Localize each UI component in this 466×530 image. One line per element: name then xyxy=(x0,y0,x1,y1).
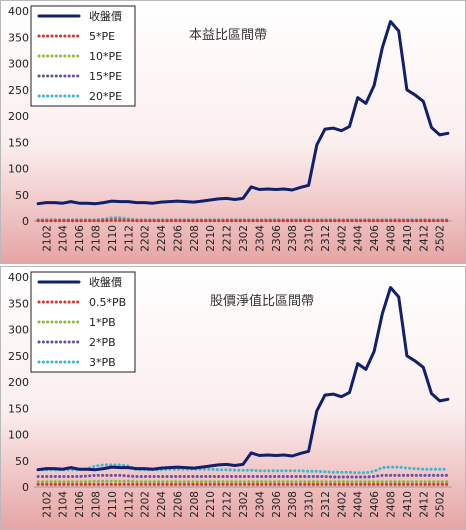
x-tick-label: 2102 xyxy=(41,225,53,252)
x-tick-label: 2308 xyxy=(287,225,299,252)
x-tick-label: 2210 xyxy=(205,491,217,518)
legend-label: 1*PB xyxy=(89,316,116,329)
y-tick-label: 150 xyxy=(8,402,29,415)
x-axis: 2102 2104 2106 2108 2110 2112 2202 2204 2206 2208… xyxy=(41,225,446,252)
x-tick-label: 2104 xyxy=(58,225,70,252)
x-tick-label: 2204 xyxy=(156,491,168,518)
series-line-1*PB xyxy=(36,479,450,484)
x-axis: 2102 2104 2106 2108 2110 2112 2202 2204 2206 2208… xyxy=(41,491,446,518)
series-line-收盤價 xyxy=(36,20,450,206)
y-tick-label: 400 xyxy=(8,5,29,18)
x-tick-label: 2210 xyxy=(205,225,217,252)
x-tick-label: 2110 xyxy=(107,225,119,252)
x-tick-label: 2204 xyxy=(156,225,168,252)
series-line-收盤價 xyxy=(36,286,450,472)
y-tick-label: 50 xyxy=(15,189,29,202)
x-tick-label: 2106 xyxy=(74,491,86,518)
x-tick-label: 2312 xyxy=(320,491,332,518)
x-tick-label: 2106 xyxy=(74,225,86,252)
x-tick-label: 2406 xyxy=(369,225,381,252)
x-tick-label: 2312 xyxy=(320,225,332,252)
y-tick-label: 300 xyxy=(8,58,29,71)
legend-label: 收盤價 xyxy=(89,9,122,23)
x-tick-label: 2402 xyxy=(336,491,348,518)
x-tick-label: 2310 xyxy=(304,491,316,518)
chart-title: 股價淨值比區間帶 xyxy=(210,293,314,309)
x-tick-label: 2104 xyxy=(58,491,70,518)
x-tick-label: 2408 xyxy=(386,225,398,252)
y-tick-label: 100 xyxy=(8,163,29,176)
y-tick-label: 0 xyxy=(22,481,29,494)
pb-band-chart: 0 50 100 150 200 250 300 350 400 2102 2104 2106 2108… xyxy=(0,266,466,530)
y-axis: 0 50 100 150 200 250 300 350 400 xyxy=(8,5,29,228)
x-tick-label: 2208 xyxy=(189,225,201,252)
legend-label: 收盤價 xyxy=(89,275,122,289)
x-tick-label: 2410 xyxy=(402,491,414,518)
x-tick-label: 2304 xyxy=(254,491,266,518)
x-tick-label: 2108 xyxy=(90,225,102,252)
pb-band-chart-svg: 0 50 100 150 200 250 300 350 400 2102 2104 2106 2108… xyxy=(0,266,466,530)
x-tick-label: 2306 xyxy=(271,225,283,252)
pe-band-chart: 0 50 100 150 200 250 300 350 400 2102 2104 2106 2108… xyxy=(0,0,466,264)
x-tick-label: 2406 xyxy=(369,491,381,518)
x-tick-label: 2202 xyxy=(140,225,152,252)
x-tick-label: 2502 xyxy=(435,225,447,252)
x-tick-label: 2410 xyxy=(402,225,414,252)
x-tick-label: 2202 xyxy=(140,491,152,518)
y-tick-label: 100 xyxy=(8,429,29,442)
chart-title: 本益比區間帶 xyxy=(189,28,267,43)
x-tick-label: 2404 xyxy=(353,491,365,518)
x-tick-label: 2308 xyxy=(287,491,299,518)
x-tick-label: 2306 xyxy=(271,491,283,518)
x-tick-label: 2112 xyxy=(123,225,135,252)
x-tick-label: 2502 xyxy=(435,491,447,518)
x-tick-label: 2404 xyxy=(353,225,365,252)
pe-band-chart-svg: 0 50 100 150 200 250 300 350 400 2102 2104 2106 2108… xyxy=(0,0,466,264)
y-tick-label: 250 xyxy=(8,84,29,97)
y-tick-label: 300 xyxy=(8,324,29,337)
legend-label: 3*PB xyxy=(89,356,116,369)
x-tick-label: 2212 xyxy=(222,225,234,252)
x-tick-label: 2412 xyxy=(418,225,430,252)
legend-label: 5*PE xyxy=(89,30,115,43)
legend-label: 0.5*PB xyxy=(89,296,126,309)
legend: 收盤價 5*PE 10*PE 15*PE 20*PE xyxy=(30,5,136,107)
legend-label: 15*PE xyxy=(89,70,122,83)
legend: 收盤價 0.5*PB 1*PB 2*PB 3*PB xyxy=(30,271,136,373)
series-line-2*PB xyxy=(36,473,450,479)
series-line-3*PB xyxy=(36,463,450,475)
x-tick-label: 2402 xyxy=(336,225,348,252)
x-tick-label: 2310 xyxy=(304,225,316,252)
y-tick-label: 0 xyxy=(22,215,29,228)
x-tick-label: 2102 xyxy=(41,491,53,518)
x-tick-label: 2108 xyxy=(90,491,102,518)
x-tick-label: 2112 xyxy=(123,491,135,518)
x-tick-label: 2304 xyxy=(254,225,266,252)
y-tick-label: 50 xyxy=(15,455,29,468)
y-axis: 0 50 100 150 200 250 300 350 400 xyxy=(8,271,29,494)
y-tick-label: 150 xyxy=(8,136,29,149)
y-tick-label: 200 xyxy=(8,376,29,389)
x-tick-label: 2212 xyxy=(222,491,234,518)
y-tick-label: 250 xyxy=(8,350,29,363)
x-tick-label: 2206 xyxy=(172,225,184,252)
legend-label: 10*PE xyxy=(89,50,122,63)
y-tick-label: 350 xyxy=(8,297,29,310)
x-tick-label: 2408 xyxy=(386,491,398,518)
x-tick-label: 2208 xyxy=(189,491,201,518)
x-tick-label: 2206 xyxy=(172,491,184,518)
legend-label: 20*PE xyxy=(89,90,122,103)
y-tick-label: 400 xyxy=(8,271,29,284)
x-tick-label: 2302 xyxy=(238,225,250,252)
y-tick-label: 200 xyxy=(8,110,29,123)
x-tick-label: 2412 xyxy=(418,491,430,518)
x-tick-label: 2110 xyxy=(107,491,119,518)
x-tick-label: 2302 xyxy=(238,491,250,518)
legend-label: 2*PB xyxy=(89,336,116,349)
y-tick-label: 350 xyxy=(8,31,29,44)
